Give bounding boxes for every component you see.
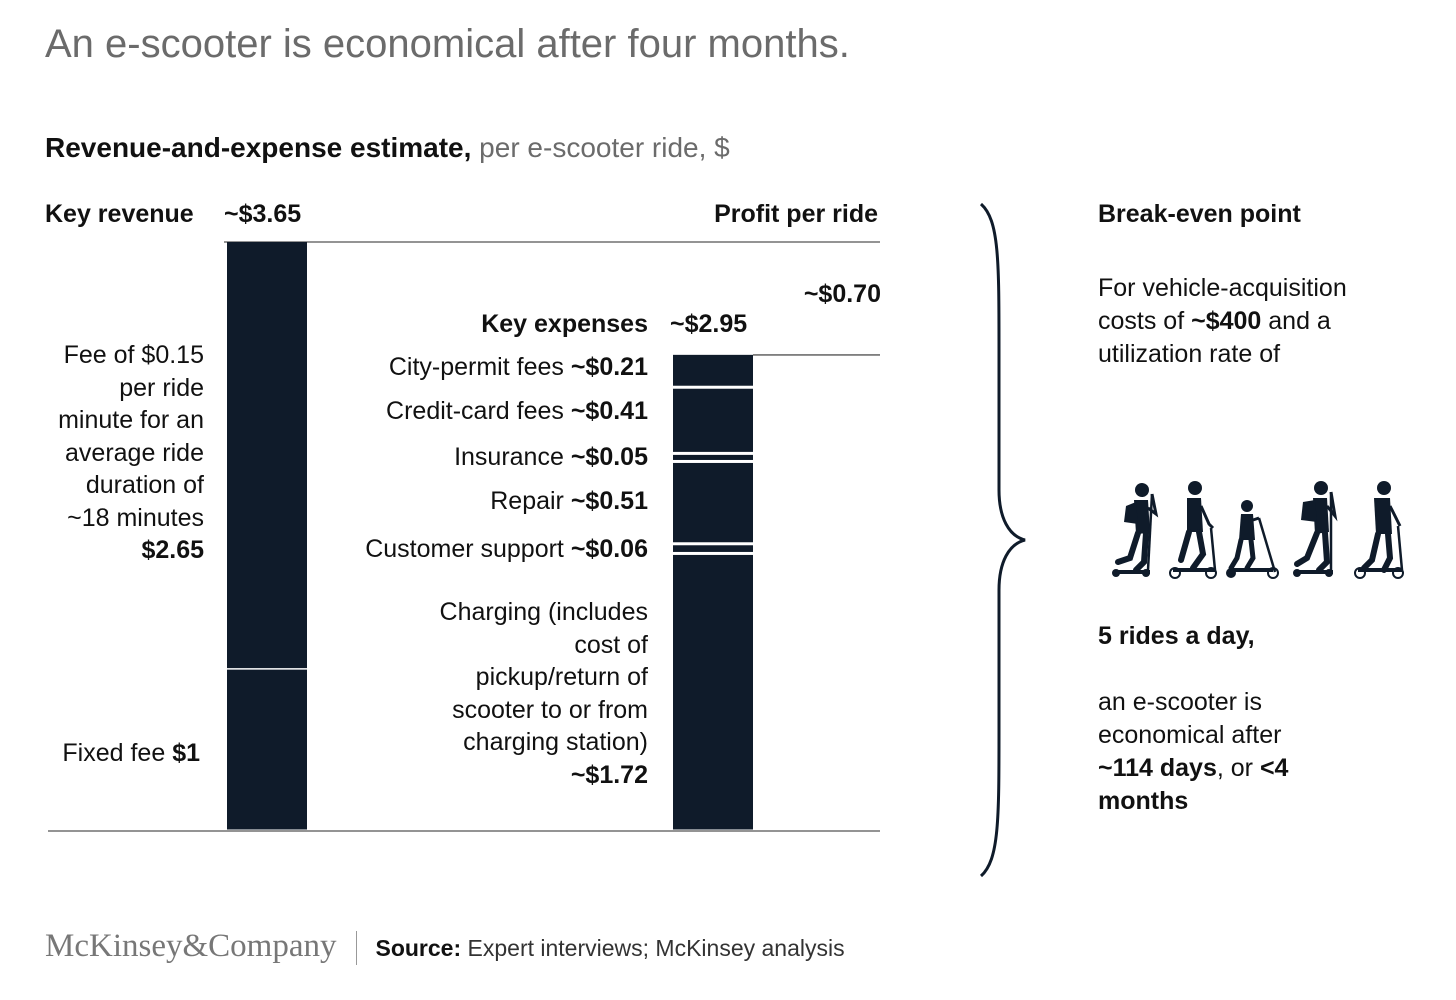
label-insurance: Insurance ~$0.05 <box>454 441 648 474</box>
label-charging: Charging (includes cost of pickup/return… <box>438 596 648 791</box>
brace-icon <box>979 202 1026 878</box>
expense-bar-customer-support <box>673 545 753 552</box>
fixed-fee-text: Fixed fee <box>62 739 173 767</box>
per-minute-text: Fee of $0.15 per ride minute for an aver… <box>58 341 204 532</box>
expense-bar-insurance <box>673 454 753 460</box>
source-label: Source: <box>375 935 462 961</box>
city-permit-text: City-permit fees <box>388 353 571 381</box>
subtitle-bold: Revenue-and-expense estimate, <box>45 132 472 163</box>
expenses-total-label: ~$2.95 <box>670 310 748 338</box>
revenue-bar-fixed <box>227 669 307 830</box>
repair-value: ~$0.51 <box>570 487 648 515</box>
label-repair: Repair ~$0.51 <box>490 485 648 518</box>
profit-header: Profit per ride <box>714 200 878 228</box>
result-pre: an e-scooter is economical after <box>1098 688 1282 749</box>
credit-card-value: ~$0.41 <box>570 397 648 425</box>
footer-divider <box>356 930 358 965</box>
insurance-text: Insurance <box>454 443 571 471</box>
repair-text: Repair <box>490 487 571 515</box>
profit-label: ~$0.70 <box>803 280 881 308</box>
charging-value: ~$1.72 <box>570 760 648 789</box>
result-months: <4 months <box>1098 754 1289 815</box>
page-title: An e-scooter is economical after four mo… <box>45 22 850 66</box>
breakeven-header: Break-even point <box>1098 200 1301 228</box>
scooter-riders-icon <box>1112 481 1404 579</box>
breakeven-rides: 5 rides a day, <box>1098 622 1255 650</box>
source-text: Expert interviews; McKinsey analysis <box>461 935 845 961</box>
expense-bar-credit-card <box>673 388 753 452</box>
subtitle-normal: per e-scooter ride, $ <box>479 132 730 163</box>
intro-bold: ~$400 <box>1191 307 1262 335</box>
expense-bar-repair <box>673 462 753 543</box>
breakeven-intro: For vehicle-acquisition costs of ~$400 a… <box>1098 272 1388 371</box>
label-city-permit: City-permit fees ~$0.21 <box>389 351 648 384</box>
city-permit-value: ~$0.21 <box>570 353 648 381</box>
per-minute-value: $2.65 <box>141 536 204 564</box>
label-fixed-fee: Fixed fee $1 <box>40 737 200 770</box>
label-credit-card: Credit-card fees ~$0.41 <box>386 395 648 428</box>
footer: McKinsey&Company Source: Expert interview… <box>45 928 845 969</box>
revenue-bar-per-minute <box>227 242 307 669</box>
expense-bar-charging <box>673 554 753 830</box>
customer-support-value: ~$0.06 <box>570 535 648 563</box>
expense-bar-city-permit <box>673 354 753 386</box>
charging-text: Charging (includes cost of pickup/return… <box>439 598 648 756</box>
label-customer-support: Customer support ~$0.06 <box>365 533 648 566</box>
breakeven-result: an e-scooter is economical after ~114 da… <box>1098 686 1328 818</box>
credit-card-text: Credit-card fees <box>386 397 571 425</box>
result-mid: , or <box>1216 754 1260 782</box>
intro-post: and a utilization rate of <box>1098 307 1331 368</box>
intro-pre: For vehicle-acquisition costs of <box>1098 274 1347 335</box>
label-per-minute-fee: Fee of $0.15 per ride minute for an aver… <box>40 339 204 567</box>
customer-support-text: Customer support <box>365 535 571 563</box>
revenue-total-label: ~$3.65 <box>224 200 302 228</box>
chart-subtitle: Revenue-and-expense estimate, per e-scoo… <box>45 132 730 164</box>
revenue-header: Key revenue <box>45 200 194 228</box>
insurance-value: ~$0.05 <box>570 443 648 471</box>
mckinsey-logo: McKinsey&Company <box>45 928 337 964</box>
fixed-fee-value: $1 <box>172 739 200 767</box>
expenses-header: Key expenses <box>481 310 648 338</box>
result-days: ~114 days <box>1098 754 1217 782</box>
